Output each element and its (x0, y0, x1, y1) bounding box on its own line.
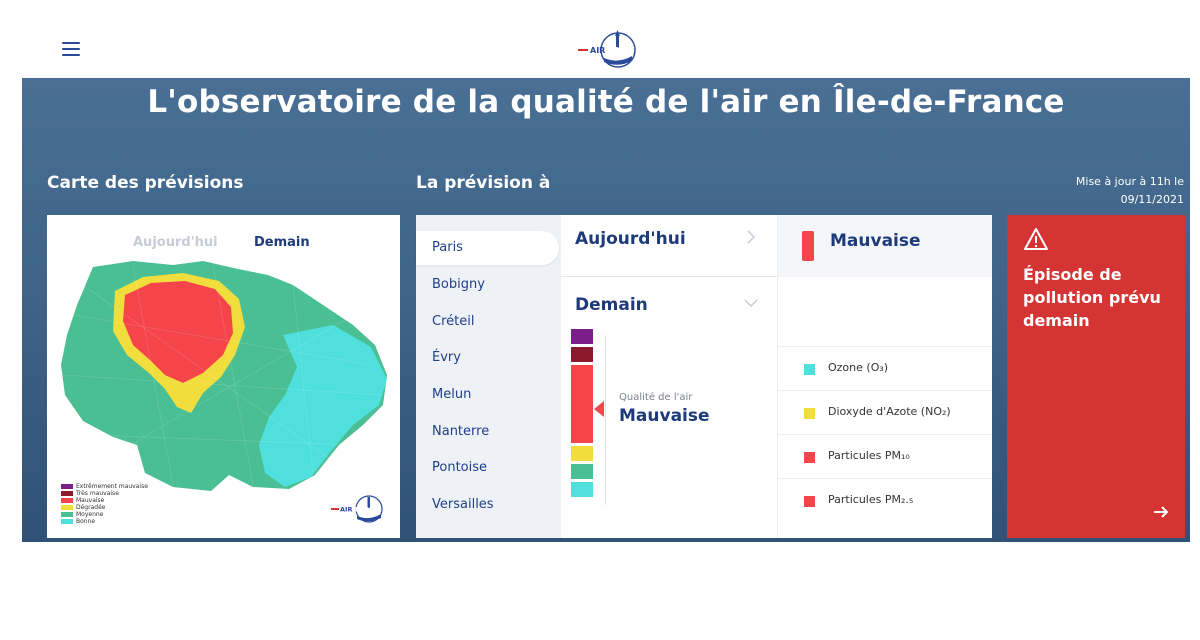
city-item-nanterre[interactable]: Nanterre (432, 424, 490, 439)
forecast-map-card: Aujourd'hui Demain Extrêmement mauvaise … (47, 215, 400, 538)
scale-bad (571, 365, 593, 443)
day-label-tomorrow: Demain (575, 295, 648, 315)
svg-text:AIR: AIR (340, 506, 352, 514)
city-item-bobigny[interactable]: Bobigny (432, 277, 485, 292)
quality-pointer (594, 401, 604, 417)
pollutant-name: Dioxyde d'Azote (NO₂) (828, 405, 951, 418)
quality-caption: Qualité de l'air (619, 392, 693, 403)
city-item-melun[interactable]: Melun (432, 387, 472, 402)
scale-extremely-bad (571, 329, 593, 344)
city-item-creteil[interactable]: Créteil (432, 314, 475, 329)
scale-line (605, 335, 606, 505)
day-row-tomorrow[interactable]: Demain (561, 281, 777, 341)
map-tab-today[interactable]: Aujourd'hui (133, 235, 218, 250)
legend-label: Très mauvaise (76, 490, 119, 497)
hero-section: L'observatoire de la qualité de l'air en… (22, 78, 1190, 542)
arrow-right-icon[interactable] (1151, 502, 1171, 522)
pollutant-name: Particules PM₁₀ (828, 449, 910, 462)
update-info: Mise à jour à 11h le 09/11/2021 (1076, 173, 1184, 209)
pollutant-row: Ozone (O₃) (778, 346, 992, 390)
pollutant-swatch (804, 408, 815, 419)
map-legend: Extrêmement mauvaise Très mauvaise Mauva… (61, 483, 148, 525)
day-row-today[interactable]: Aujourd'hui (561, 215, 777, 275)
pollutant-panel: Mauvaise Ozone (O₃) Dioxyde d'Azote (NO₂… (777, 215, 992, 538)
top-bar: AIR PARIF (0, 0, 1200, 78)
status-color-bar (802, 231, 814, 261)
scale-very-bad (571, 347, 593, 362)
pollutant-name: Particules PM₂.₅ (828, 493, 914, 506)
legend-item: Moyenne (61, 511, 148, 518)
chevron-down-icon (744, 299, 758, 308)
pollutant-swatch (804, 452, 815, 463)
airparif-map-logo: AIR PARIF (331, 495, 383, 523)
status-header: Mauvaise (778, 215, 992, 277)
update-date: 09/11/2021 (1120, 193, 1184, 206)
legend-item: Très mauvaise (61, 490, 148, 497)
status-label: Mauvaise (830, 231, 921, 251)
warning-triangle-icon (1024, 228, 1048, 250)
alert-text: Épisode de pollution prévu demain (1023, 265, 1161, 330)
quality-scale (571, 329, 593, 500)
legend-item: Dégradée (61, 504, 148, 511)
svg-text:PARIF: PARIF (355, 506, 376, 514)
pollutant-row: Dioxyde d'Azote (NO₂) (778, 390, 992, 434)
scale-degraded (571, 446, 593, 461)
divider (561, 276, 777, 277)
city-item-versailles[interactable]: Versailles (432, 497, 494, 512)
svg-text:PARIF: PARIF (609, 46, 635, 55)
pollutant-swatch (804, 496, 815, 507)
pollutant-row: Particules PM₁₀ (778, 434, 992, 478)
city-item-paris[interactable]: Paris (416, 231, 559, 265)
pollutant-name: Ozone (O₃) (828, 361, 889, 374)
forecast-section-label: La prévision à (416, 173, 551, 193)
pollutant-swatch (804, 364, 815, 375)
day-forecast-panel: Aujourd'hui Demain Qualité de l'air Mauv… (561, 215, 777, 538)
legend-item: Extrêmement mauvaise (61, 483, 148, 490)
day-label-today: Aujourd'hui (575, 229, 686, 249)
legend-label: Dégradée (76, 504, 106, 511)
page-title: L'observatoire de la qualité de l'air en… (147, 84, 1065, 120)
legend-label: Mauvaise (76, 497, 105, 504)
pollution-alert-card[interactable]: Épisode de pollution prévu demain (1007, 215, 1185, 538)
svg-text:AIR: AIR (590, 46, 605, 55)
legend-item: Bonne (61, 518, 148, 525)
hamburger-menu-icon[interactable] (62, 42, 80, 56)
city-list: Paris Bobigny Créteil Évry Melun Nanterr… (416, 215, 561, 538)
map-tabs: Aujourd'hui Demain (47, 235, 400, 253)
legend-label: Extrêmement mauvaise (76, 483, 148, 490)
update-time: Mise à jour à 11h le (1075, 175, 1184, 188)
legend-item: Mauvaise (61, 497, 148, 504)
pollutant-row: Particules PM₂.₅ (778, 478, 992, 522)
scale-good (571, 482, 593, 497)
city-item-pontoise[interactable]: Pontoise (432, 460, 488, 475)
quality-value: Mauvaise (619, 406, 710, 426)
map-section-label: Carte des prévisions (47, 173, 244, 193)
map-tab-tomorrow[interactable]: Demain (254, 235, 310, 250)
ile-de-france-forecast-map[interactable] (53, 255, 393, 495)
chevron-right-icon (747, 230, 756, 244)
city-item-evry[interactable]: Évry (432, 350, 461, 365)
legend-label: Bonne (76, 518, 96, 525)
legend-label: Moyenne (76, 511, 104, 518)
scale-average (571, 464, 593, 479)
airparif-logo[interactable]: AIR PARIF (574, 28, 646, 72)
